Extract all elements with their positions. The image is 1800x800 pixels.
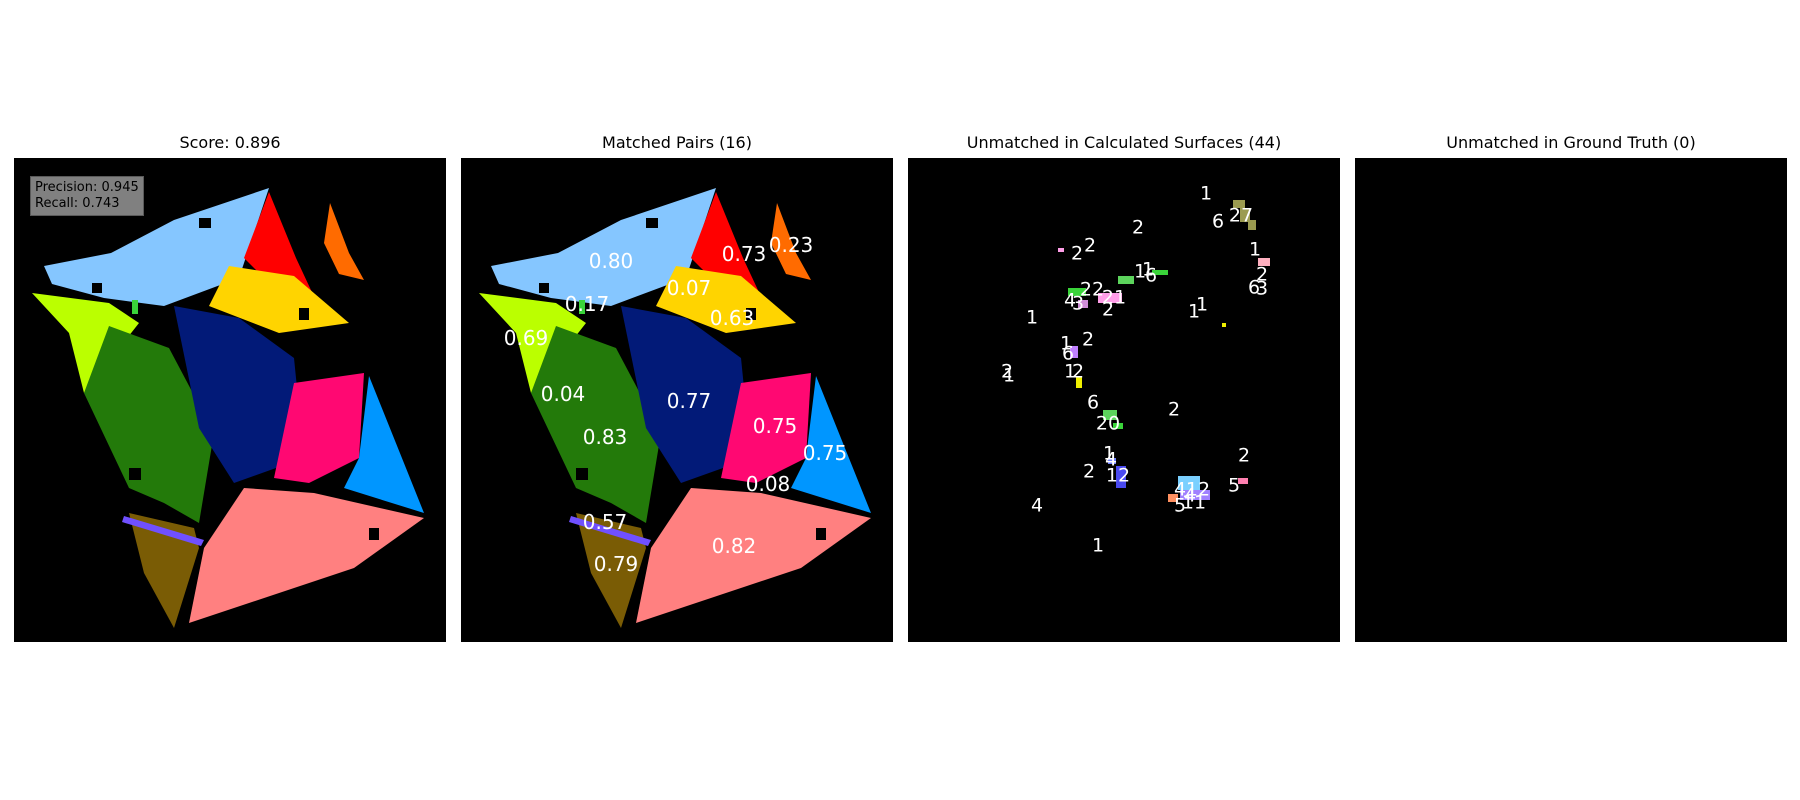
match-score-label: 0.04	[540, 382, 586, 406]
unmatched-count-label: 4	[1183, 484, 1197, 507]
unmatched-count-label: 4	[1063, 289, 1077, 312]
unmatched-count-label: 2	[1000, 360, 1014, 383]
unmatched-count-label: 1	[1025, 306, 1039, 329]
unmatched-count-label: 3	[1071, 292, 1085, 315]
metrics-box: Precision: 0.945 Recall: 0.743	[30, 176, 144, 216]
match-score-label: 0.07	[666, 276, 712, 300]
unmatched-count-label: 4	[1030, 494, 1044, 517]
unmatched-count-label: 1	[1195, 293, 1209, 316]
precision-label: Precision: 0.945	[35, 180, 139, 195]
panel-title-score: Score: 0.896	[179, 133, 281, 152]
matched-pairs-image	[479, 188, 871, 628]
unmatched-calculated-panel: 1 27 6 2 2 2 1 1 1 6 2 6 3 22 21 2 1 4 3…	[908, 158, 1340, 642]
unmatched-count-label: 6	[1061, 342, 1075, 365]
match-score-label: 0.57	[582, 510, 628, 534]
unmatched-count-label: 2	[1101, 298, 1115, 321]
matched-pairs-panel: 0.80 0.73 0.23 0.07 0.17 0.63 0.69 0.04 …	[461, 158, 893, 642]
match-score-label: 0.80	[588, 249, 634, 273]
unmatched-count-label: 1	[1248, 238, 1262, 261]
segmentation-image	[32, 188, 424, 628]
unmatched-count-label: 1	[1187, 300, 1201, 323]
unmatched-count-label: 1	[1059, 332, 1073, 355]
panel-title-matched: Matched Pairs (16)	[602, 133, 752, 152]
unmatched-count-label: 20	[1095, 412, 1121, 435]
panel-title-unmatched-ground-truth: Unmatched in Ground Truth (0)	[1446, 133, 1696, 152]
panel-title-unmatched-calculated: Unmatched in Calculated Surfaces (44)	[966, 133, 1282, 152]
unmatched-count-label: 1	[1063, 360, 1077, 383]
unmatched-count-label: 1	[1133, 260, 1147, 283]
unmatched-count-label: 1	[1141, 258, 1155, 281]
unmatched-count-label: 2	[1070, 242, 1084, 265]
match-score-label: 0.23	[768, 233, 814, 257]
match-score-label: 0.08	[745, 472, 791, 496]
unmatched-count-label: 12	[1105, 464, 1131, 487]
unmatched-count-label: 6	[1211, 210, 1225, 233]
unmatched-count-label: 4	[1104, 448, 1118, 471]
unmatched-count-label: 5	[1227, 474, 1241, 497]
unmatched-count-label: 2	[1082, 460, 1096, 483]
unmatched-count-label: 21	[1101, 286, 1127, 309]
match-score-label: 0.75	[802, 441, 848, 465]
match-score-label: 0.63	[709, 306, 755, 330]
recall-label: Recall: 0.743	[35, 196, 120, 211]
unmatched-count-label: 1	[1199, 182, 1213, 205]
unmatched-count-label: 2	[1083, 234, 1097, 257]
unmatched-count-label: 11	[1181, 491, 1207, 514]
score-panel: Precision: 0.945 Recall: 0.743	[14, 158, 446, 642]
match-score-label: 0.17	[564, 292, 610, 316]
match-score-label: 0.69	[503, 326, 549, 350]
unmatched-ground-truth-panel	[1355, 158, 1787, 642]
match-score-label: 0.77	[666, 389, 712, 413]
unmatched-count-label: 2	[1081, 328, 1095, 351]
match-score-label: 0.82	[711, 534, 757, 558]
unmatched-count-label: 2	[1071, 360, 1085, 383]
unmatched-count-label: 2	[1255, 263, 1269, 286]
unmatched-count-label: 1	[1102, 442, 1116, 465]
unmatched-fragments-image	[1058, 200, 1270, 502]
match-score-label: 0.73	[721, 242, 767, 266]
match-score-label: 0.79	[593, 552, 639, 576]
unmatched-count-label: 6	[1247, 276, 1261, 299]
match-score-label: 0.83	[582, 425, 628, 449]
unmatched-count-label: 22	[1079, 278, 1105, 301]
unmatched-count-label: 2	[1131, 216, 1145, 239]
unmatched-count-label: 3	[1255, 277, 1269, 300]
unmatched-count-label: 6	[1144, 264, 1158, 287]
unmatched-count-label: 5	[1173, 494, 1187, 517]
unmatched-count-label: 6	[1086, 391, 1100, 414]
unmatched-count-label: 4	[1173, 478, 1187, 501]
unmatched-count-label: 1	[1091, 534, 1105, 557]
unmatched-count-label: 2	[1237, 444, 1251, 467]
unmatched-count-label: 27	[1228, 204, 1254, 227]
unmatched-count-label: 12	[1185, 478, 1211, 501]
unmatched-count-label: 1	[1002, 364, 1016, 387]
match-score-label: 0.75	[752, 414, 798, 438]
unmatched-count-label: 2	[1167, 398, 1181, 421]
